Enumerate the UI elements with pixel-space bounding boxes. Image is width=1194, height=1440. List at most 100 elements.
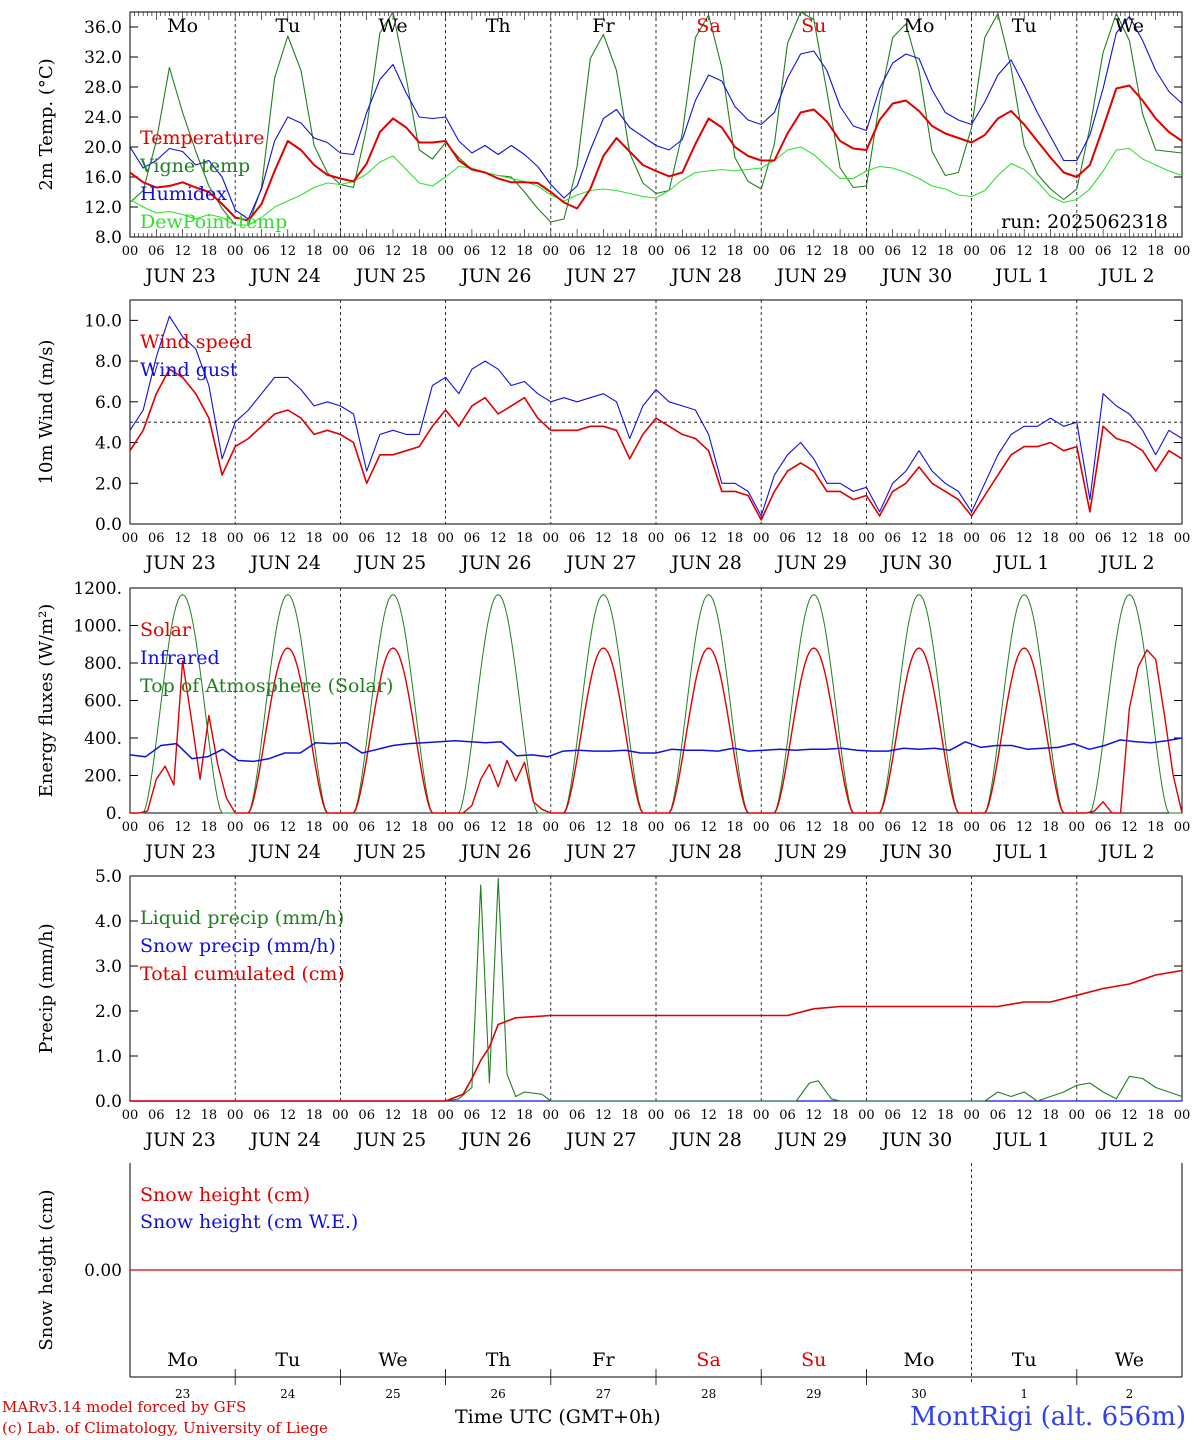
- date-label: JUN 25: [354, 265, 426, 287]
- hour-tick-label: 18: [832, 820, 849, 835]
- y-tick-label: 0.00: [84, 1261, 122, 1281]
- hour-tick-label: 18: [306, 1108, 323, 1123]
- hour-tick-label: 12: [700, 1108, 717, 1123]
- hour-tick-label: 18: [411, 820, 428, 835]
- day-number-label: 25: [385, 1387, 400, 1401]
- hour-tick-label: 18: [306, 820, 323, 835]
- hour-tick-label: 12: [385, 820, 402, 835]
- series-wind-gust: [129, 315, 1183, 517]
- y-tick-label: 3.0: [95, 957, 122, 977]
- date-label: JUN 28: [669, 552, 741, 574]
- hour-tick-label: 00: [753, 1108, 770, 1123]
- date-label: JUN 27: [564, 552, 636, 574]
- date-label: JUL 2: [1098, 841, 1154, 863]
- hour-tick-label: 12: [595, 244, 612, 259]
- hour-tick-label: 12: [911, 820, 928, 835]
- hour-tick-label: 12: [911, 244, 928, 259]
- hour-tick-label: 06: [779, 244, 796, 259]
- day-name-we: We: [1115, 1349, 1144, 1371]
- hour-tick-label: 12: [280, 1108, 297, 1123]
- y-tick-label: 1000.: [73, 617, 122, 637]
- hour-tick-label: 06: [464, 820, 481, 835]
- y-tick-label: 36.0: [84, 18, 122, 38]
- y-tick-label: 4.0: [95, 912, 122, 932]
- y-tick-label: 6.0: [95, 393, 122, 413]
- date-label: JUN 24: [249, 265, 321, 287]
- legend-humidex: Humidex: [140, 183, 227, 205]
- hour-tick-label: 18: [832, 244, 849, 259]
- hour-tick-label: 00: [437, 244, 454, 259]
- legend-total-cumulated-cm-: Total cumulated (cm): [140, 963, 345, 985]
- day-number-label: 28: [701, 1387, 716, 1401]
- series-solar: [130, 647, 1183, 814]
- y-tick-label: 16.0: [84, 168, 122, 188]
- y-tick-label: 12.0: [84, 198, 122, 218]
- day-number-label: 23: [175, 1387, 190, 1401]
- hour-tick-label: 06: [779, 820, 796, 835]
- date-label: JUN 24: [249, 1129, 321, 1151]
- hour-tick-label: 00: [122, 531, 139, 546]
- hour-tick-label: 00: [332, 1108, 349, 1123]
- panel-frame-2: [129, 299, 1183, 525]
- series-infrared: [129, 737, 1183, 763]
- run-label: run: 2025062318: [1001, 211, 1168, 233]
- hour-tick-label: 18: [201, 531, 218, 546]
- day-name-th: Th: [486, 1349, 511, 1371]
- hour-tick-label: 00: [332, 820, 349, 835]
- hour-tick-label: 12: [700, 820, 717, 835]
- day-number-label: 26: [491, 1387, 506, 1401]
- hour-tick-label: 06: [1095, 531, 1112, 546]
- hour-tick-label: 18: [201, 1108, 218, 1123]
- hour-tick-label: 12: [595, 1108, 612, 1123]
- series-dewpoint-temp: [129, 146, 1183, 226]
- hour-tick-label: 06: [674, 531, 691, 546]
- hour-tick-label: 06: [148, 244, 165, 259]
- hour-tick-label: 06: [148, 1108, 165, 1123]
- hour-tick-label: 12: [1016, 820, 1033, 835]
- hour-tick-label: 06: [148, 820, 165, 835]
- hour-tick-label: 00: [227, 820, 244, 835]
- legend-infrared: Infrared: [140, 647, 220, 669]
- hour-tick-label: 18: [727, 531, 744, 546]
- hour-tick-label: 12: [911, 531, 928, 546]
- hour-tick-label: 00: [437, 820, 454, 835]
- credit-line-lab: (c) Lab. of Climatology, University of L…: [2, 1419, 328, 1437]
- hour-tick-label: 18: [832, 531, 849, 546]
- y-tick-label: 600.: [84, 692, 122, 712]
- y-axis-label: Snow height (cm): [36, 1189, 57, 1350]
- date-label: JUN 27: [564, 265, 636, 287]
- hour-tick-label: 06: [674, 820, 691, 835]
- hour-tick-label: 00: [1174, 531, 1191, 546]
- hour-tick-label: 06: [1095, 820, 1112, 835]
- hour-tick-label: 12: [174, 531, 191, 546]
- y-tick-label: 32.0: [84, 48, 122, 68]
- hour-tick-label: 00: [858, 531, 875, 546]
- hour-tick-label: 00: [648, 531, 665, 546]
- hour-tick-label: 00: [1069, 531, 1086, 546]
- hour-tick-label: 18: [516, 1108, 533, 1123]
- date-label: JUN 30: [880, 1129, 952, 1151]
- hour-tick-label: 12: [806, 244, 823, 259]
- hour-tick-label: 12: [385, 531, 402, 546]
- hour-tick-label: 06: [990, 244, 1007, 259]
- y-tick-label: 1.0: [95, 1047, 122, 1067]
- hour-tick-label: 12: [700, 244, 717, 259]
- hour-tick-label: 18: [1042, 1108, 1059, 1123]
- hour-tick-label: 06: [779, 531, 796, 546]
- hour-tick-label: 12: [1016, 1108, 1033, 1123]
- day-number-label: 1: [1020, 1387, 1028, 1401]
- hour-tick-label: 12: [490, 1108, 507, 1123]
- hour-tick-label: 12: [280, 244, 297, 259]
- hour-tick-label: 06: [464, 244, 481, 259]
- date-label: JUL 1: [993, 841, 1049, 863]
- hour-tick-label: 06: [990, 531, 1007, 546]
- legend-liquid-precip-mm-h-: Liquid precip (mm/h): [140, 907, 344, 929]
- hour-tick-label: 00: [543, 1108, 560, 1123]
- day-name-mo: Mo: [904, 15, 935, 37]
- hour-tick-label: 00: [1174, 1108, 1191, 1123]
- hour-tick-label: 00: [122, 1108, 139, 1123]
- date-label: JUN 30: [880, 841, 952, 863]
- hour-tick-label: 18: [1147, 1108, 1164, 1123]
- hour-tick-label: 00: [858, 244, 875, 259]
- hour-tick-label: 06: [569, 1108, 586, 1123]
